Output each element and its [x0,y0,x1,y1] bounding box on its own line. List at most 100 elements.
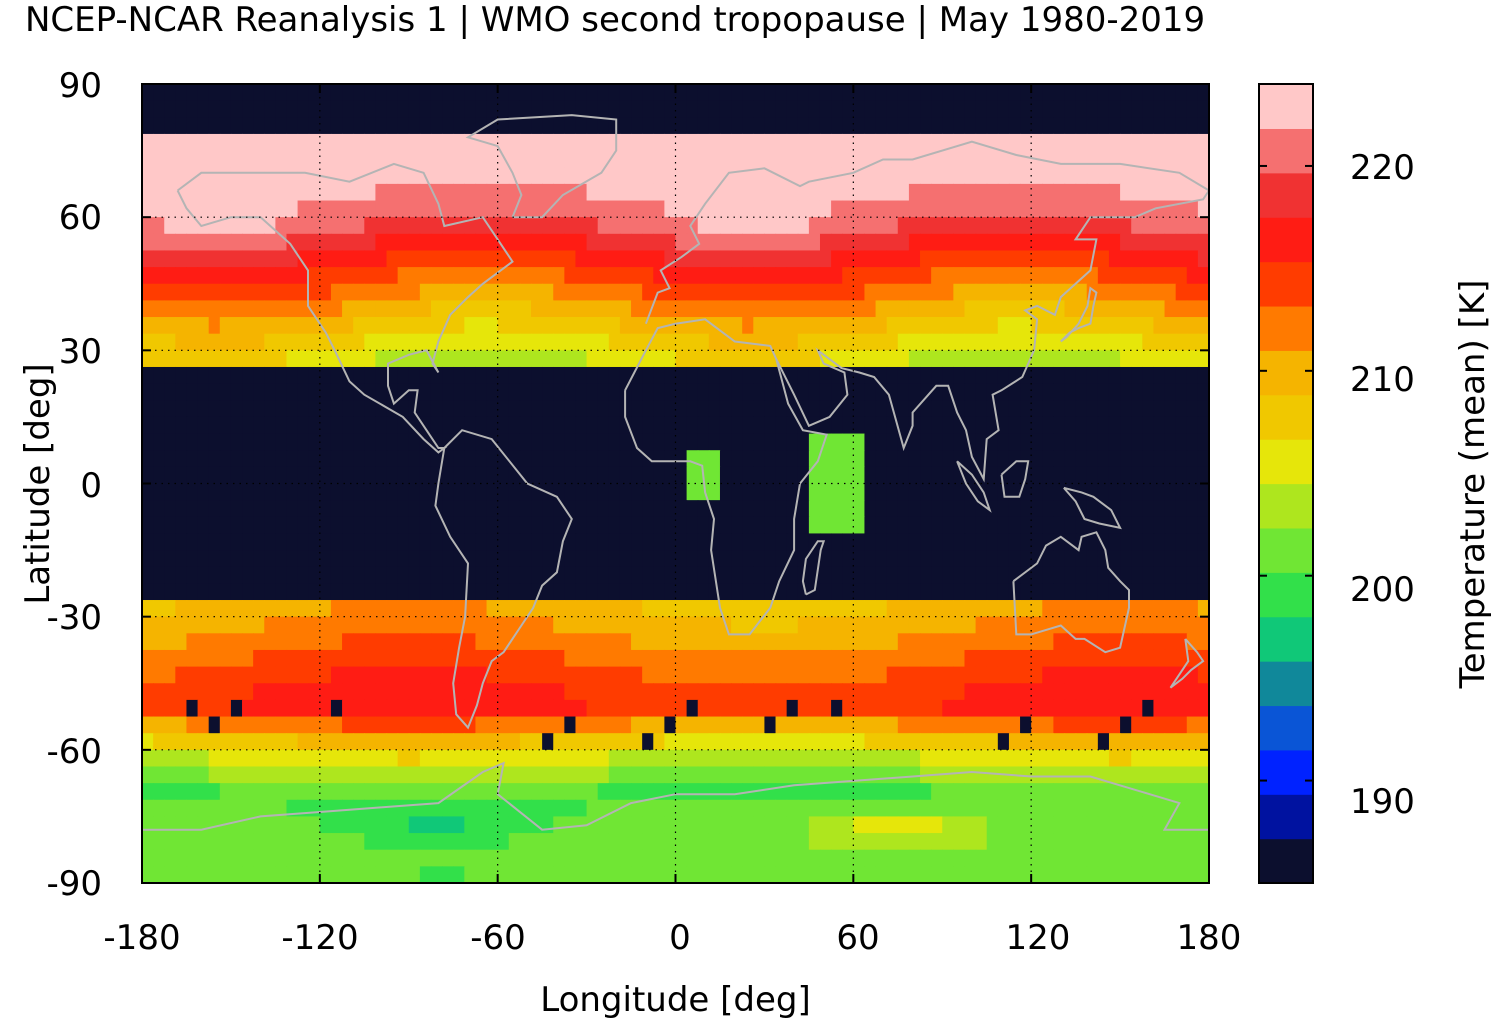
heatmap-cell [142,600,154,618]
heatmap-cell [653,433,665,451]
heatmap-cell [842,133,854,152]
heatmap-cell [153,816,165,834]
heatmap-cell [675,150,688,168]
heatmap-cell [386,283,399,301]
heatmap-cell [631,649,643,668]
heatmap-cell [953,666,966,684]
heatmap-cell [753,167,766,185]
heatmap-cell [631,799,643,818]
heatmap-cell [175,633,188,651]
heatmap-cell [1197,716,1210,734]
heatmap-cell [586,366,599,385]
heatmap-cell [742,683,754,701]
heatmap-cell [1008,167,1021,185]
heatmap-cell [853,283,866,301]
heatmap-cell [386,566,399,584]
heatmap-cell [908,433,921,451]
heatmap-cell [619,633,632,651]
heatmap-cell [419,133,432,152]
heatmap-cell [142,550,154,568]
heatmap-cell [197,483,210,501]
heatmap-cell [186,600,199,618]
heatmap-cell [308,450,321,468]
heatmap-cell [797,849,810,867]
heatmap-cell [1020,799,1032,818]
heatmap-cell [964,350,977,368]
heatmap-cell [708,100,721,118]
heatmap-cell [886,766,899,784]
heatmap-cell [653,383,665,401]
heatmap-cell [153,267,165,285]
heatmap-cell [364,183,376,202]
heatmap-cell [153,666,165,684]
heatmap-cell [1108,200,1121,218]
heatmap-cell [219,250,232,268]
heatmap-cell [1153,217,1166,235]
heatmap-cell [297,317,310,335]
heatmap-cell [842,333,854,351]
heatmap-cell [308,483,321,501]
heatmap-cell [875,683,888,701]
heatmap-cell [264,500,276,518]
heatmap-cell [1131,267,1143,285]
heatmap-cell [219,267,232,285]
heatmap-cell [497,200,510,218]
heatmap-cell [575,250,588,268]
heatmap-cell [997,649,1010,668]
heatmap-cell [264,683,276,701]
heatmap-cell [808,566,821,584]
heatmap-cell [1108,666,1121,684]
heatmap-cell [586,167,599,185]
heatmap-cell [608,433,621,451]
heatmap-cell [153,799,165,818]
heatmap-cell [608,267,621,285]
heatmap-cell [319,133,332,152]
heatmap-cell [953,466,966,485]
heatmap-cell [831,416,843,435]
heatmap-cell [1064,833,1077,851]
heatmap-cell [542,217,554,235]
heatmap-cell [230,450,243,468]
heatmap-cell [264,866,276,884]
heatmap-cell [419,783,432,801]
colorbar [1259,84,1313,884]
heatmap-cell [397,416,410,435]
heatmap-cell [497,300,510,318]
heatmap-cell [375,333,388,351]
heatmap-cell [342,816,354,834]
heatmap-cell [775,766,788,784]
heatmap-cell [831,783,843,801]
heatmap-cell [297,666,310,684]
heatmap-cell [242,466,254,485]
heatmap-cell [542,866,554,884]
heatmap-cell [1120,799,1132,818]
heatmap-cell [920,84,932,102]
heatmap-cell [764,749,777,768]
heatmap-cell [575,699,588,718]
heatmap-cell [364,383,376,401]
heatmap-cell [786,866,799,884]
heatmap-cell [1064,783,1077,801]
heatmap-cell [719,500,732,518]
heatmap-cell [319,583,332,601]
heatmap-cell [1186,466,1199,485]
heatmap-cell [175,150,188,168]
heatmap-cell [853,533,866,551]
heatmap-cell [519,233,532,252]
heatmap-cell [1075,383,1088,401]
heatmap-cell [330,117,343,135]
heatmap-cell [1175,833,1188,851]
heatmap-cell [753,766,766,784]
heatmap-cell [531,766,543,784]
heatmap-cell [330,633,343,651]
heatmap-cell [386,133,399,152]
heatmap-cell [731,183,743,202]
heatmap-cell [920,317,932,335]
heatmap-cell [653,733,665,751]
heatmap-cell [164,450,176,468]
heatmap-cell [264,649,276,668]
heatmap-cell [575,450,588,468]
heatmap-cell [597,666,610,684]
heatmap-cell [186,300,199,318]
heatmap-cell [1120,350,1132,368]
